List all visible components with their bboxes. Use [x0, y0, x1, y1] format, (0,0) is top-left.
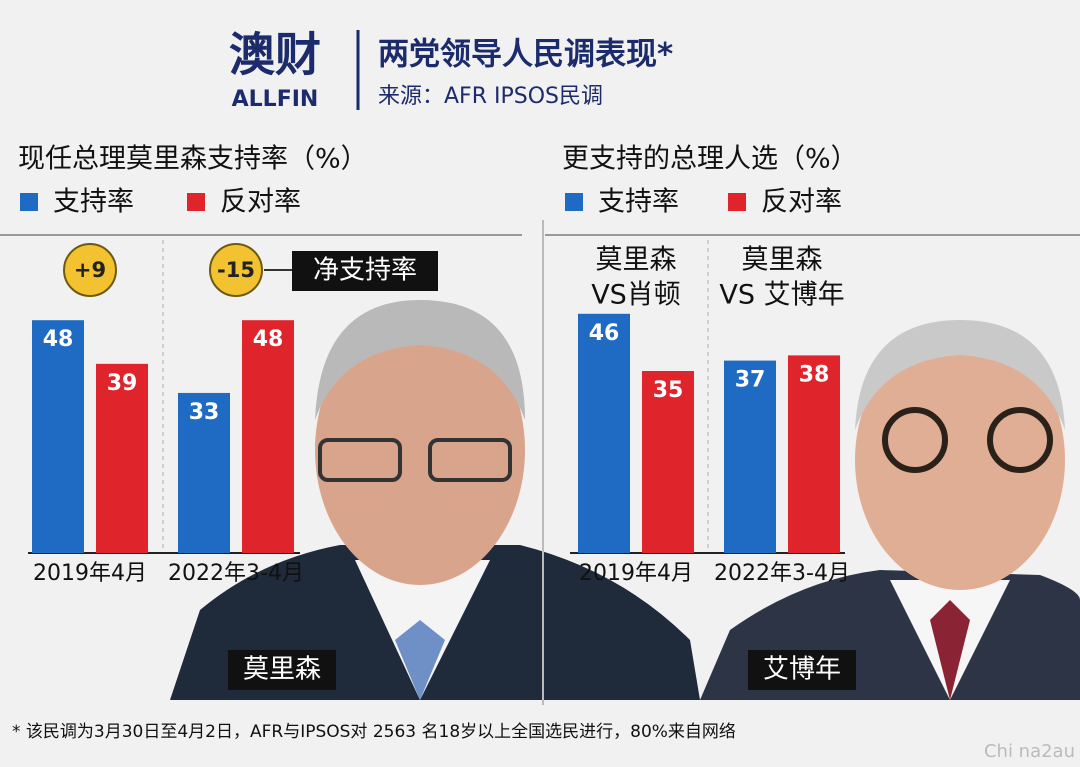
value-label: 46	[589, 321, 620, 346]
photo-label: 莫里森	[243, 655, 321, 685]
net-badge	[209, 243, 263, 297]
group-label: 莫里森	[596, 245, 677, 276]
legend-swatch	[187, 193, 205, 211]
value-label: 48	[43, 327, 74, 352]
legend-label: 支持率	[598, 187, 679, 218]
value-label: 39	[107, 371, 138, 396]
bar	[578, 313, 630, 553]
net-badge	[63, 243, 117, 297]
legend-label: 反对率	[761, 187, 842, 218]
tag-box	[292, 251, 438, 291]
value-label: 37	[735, 368, 766, 393]
group-label: VS 艾博年	[719, 280, 844, 311]
x-tick-label: 2019年4月	[579, 561, 693, 586]
footer-bg	[0, 705, 1080, 767]
x-tick-label: 2019年4月	[33, 561, 147, 586]
logo: 澳财	[229, 28, 321, 82]
bar	[178, 392, 230, 553]
value-label: 38	[799, 362, 830, 387]
watermark: Chi na2au	[984, 741, 1075, 762]
group-label: 莫里森	[742, 245, 823, 276]
group-label: VS肖顿	[591, 280, 681, 311]
bar	[32, 320, 84, 553]
net-value: -15	[217, 258, 255, 282]
legend-label: 反对率	[220, 187, 301, 218]
chart-title: 更支持的总理人选（%）	[562, 144, 858, 175]
logo-sub: ALLFIN	[232, 87, 319, 112]
value-label: 48	[253, 327, 284, 352]
legend-swatch	[565, 193, 583, 211]
footnote: * 该民调为3月30日至4月2日，AFR与IPSOS对 2563 名18岁以上全…	[12, 722, 736, 742]
x-tick-label: 2022年3-4月	[168, 561, 304, 586]
title: 两党领导人民调表现*	[378, 37, 673, 73]
legend-swatch	[728, 193, 746, 211]
value-label: 35	[653, 378, 684, 403]
label-box	[748, 650, 856, 690]
legend-label: 支持率	[53, 187, 134, 218]
annotation-title: 净支持率	[313, 256, 417, 286]
chart-title: 现任总理莫里森支持率（%）	[18, 144, 368, 175]
photo-label: 艾博年	[763, 655, 841, 685]
bar	[242, 320, 294, 553]
net-value: +9	[74, 258, 106, 282]
bar	[788, 355, 840, 553]
x-tick-label: 2022年3-4月	[714, 561, 850, 586]
label-box	[228, 650, 336, 690]
bar	[642, 371, 694, 553]
source: 来源：AFR IPSOS民调	[378, 84, 603, 109]
bar	[724, 360, 776, 553]
legend-swatch	[20, 193, 38, 211]
value-label: 33	[189, 400, 220, 425]
bar	[96, 363, 148, 553]
